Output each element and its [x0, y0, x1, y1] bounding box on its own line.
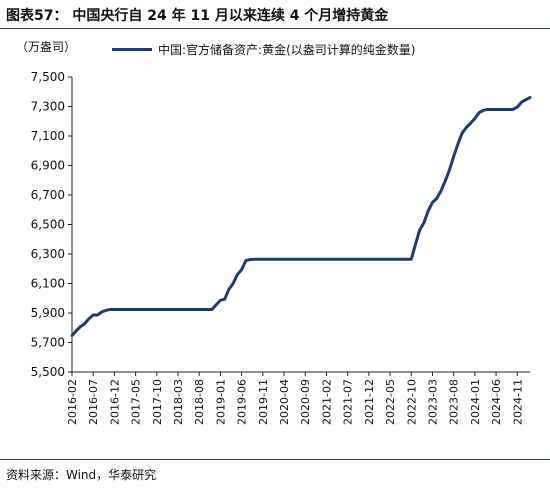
- x-tick-label: 2018-08: [193, 379, 206, 425]
- x-tick-label: 2016-07: [87, 379, 100, 425]
- y-axis-unit-label: （万盎司）: [16, 40, 77, 54]
- x-tick-label: 2019-11: [257, 379, 270, 425]
- data-source: 资料来源：Wind，华泰研究: [6, 468, 157, 482]
- y-tick-label: 6,900: [31, 159, 65, 173]
- y-tick-label: 7,500: [31, 70, 65, 84]
- y-tick-label: 6,100: [31, 277, 65, 291]
- y-tick-label: 5,700: [31, 336, 65, 350]
- x-tick-label: 2016-02: [66, 379, 79, 425]
- x-tick-label: 2023-08: [448, 379, 461, 425]
- x-tick-label: 2021-12: [363, 379, 376, 425]
- x-tick-label: 2024-06: [490, 379, 503, 425]
- x-tick-label: 2023-03: [426, 379, 439, 425]
- y-tick-label: 6,300: [31, 247, 65, 261]
- x-tick-label: 2020-09: [299, 379, 312, 425]
- y-tick-label: 6,500: [31, 218, 65, 232]
- x-tick-label: 2020-04: [278, 379, 291, 425]
- x-tick-label: 2024-11: [511, 379, 524, 425]
- chart-legend: 中国:官方储备资产:黄金(以盎司计算的纯金数量): [112, 41, 415, 58]
- x-tick-label: 2018-03: [172, 379, 185, 425]
- x-tick-label: 2024-01: [469, 379, 482, 425]
- y-tick-label: 7,300: [31, 100, 65, 114]
- y-tick-label: 5,500: [31, 365, 65, 379]
- x-tick-label: 2021-07: [342, 379, 355, 425]
- x-tick-label: 2021-02: [320, 379, 333, 425]
- x-tick-label: 2017-05: [130, 379, 143, 425]
- x-tick-label: 2019-06: [236, 379, 249, 425]
- y-tick-label: 7,100: [31, 129, 65, 143]
- x-tick-label: 2019-01: [214, 379, 227, 425]
- series-line-gold-reserves: [70, 96, 532, 337]
- x-tick-label: 2017-10: [151, 379, 164, 425]
- source-divider: [0, 459, 550, 460]
- y-tick-label: 6,700: [31, 188, 65, 202]
- title-divider: [0, 28, 550, 29]
- y-tick-label: 5,900: [31, 306, 65, 320]
- figure-title: 图表57： 中国央行自 24 年 11 月以来连续 4 个月增持黄金: [6, 8, 389, 24]
- x-tick-label: 2022-05: [384, 379, 397, 425]
- x-tick-label: 2022-10: [405, 379, 418, 425]
- x-tick-label: 2016-12: [108, 379, 121, 425]
- legend-swatch: [112, 48, 152, 51]
- legend-label: 中国:官方储备资产:黄金(以盎司计算的纯金数量): [158, 43, 416, 57]
